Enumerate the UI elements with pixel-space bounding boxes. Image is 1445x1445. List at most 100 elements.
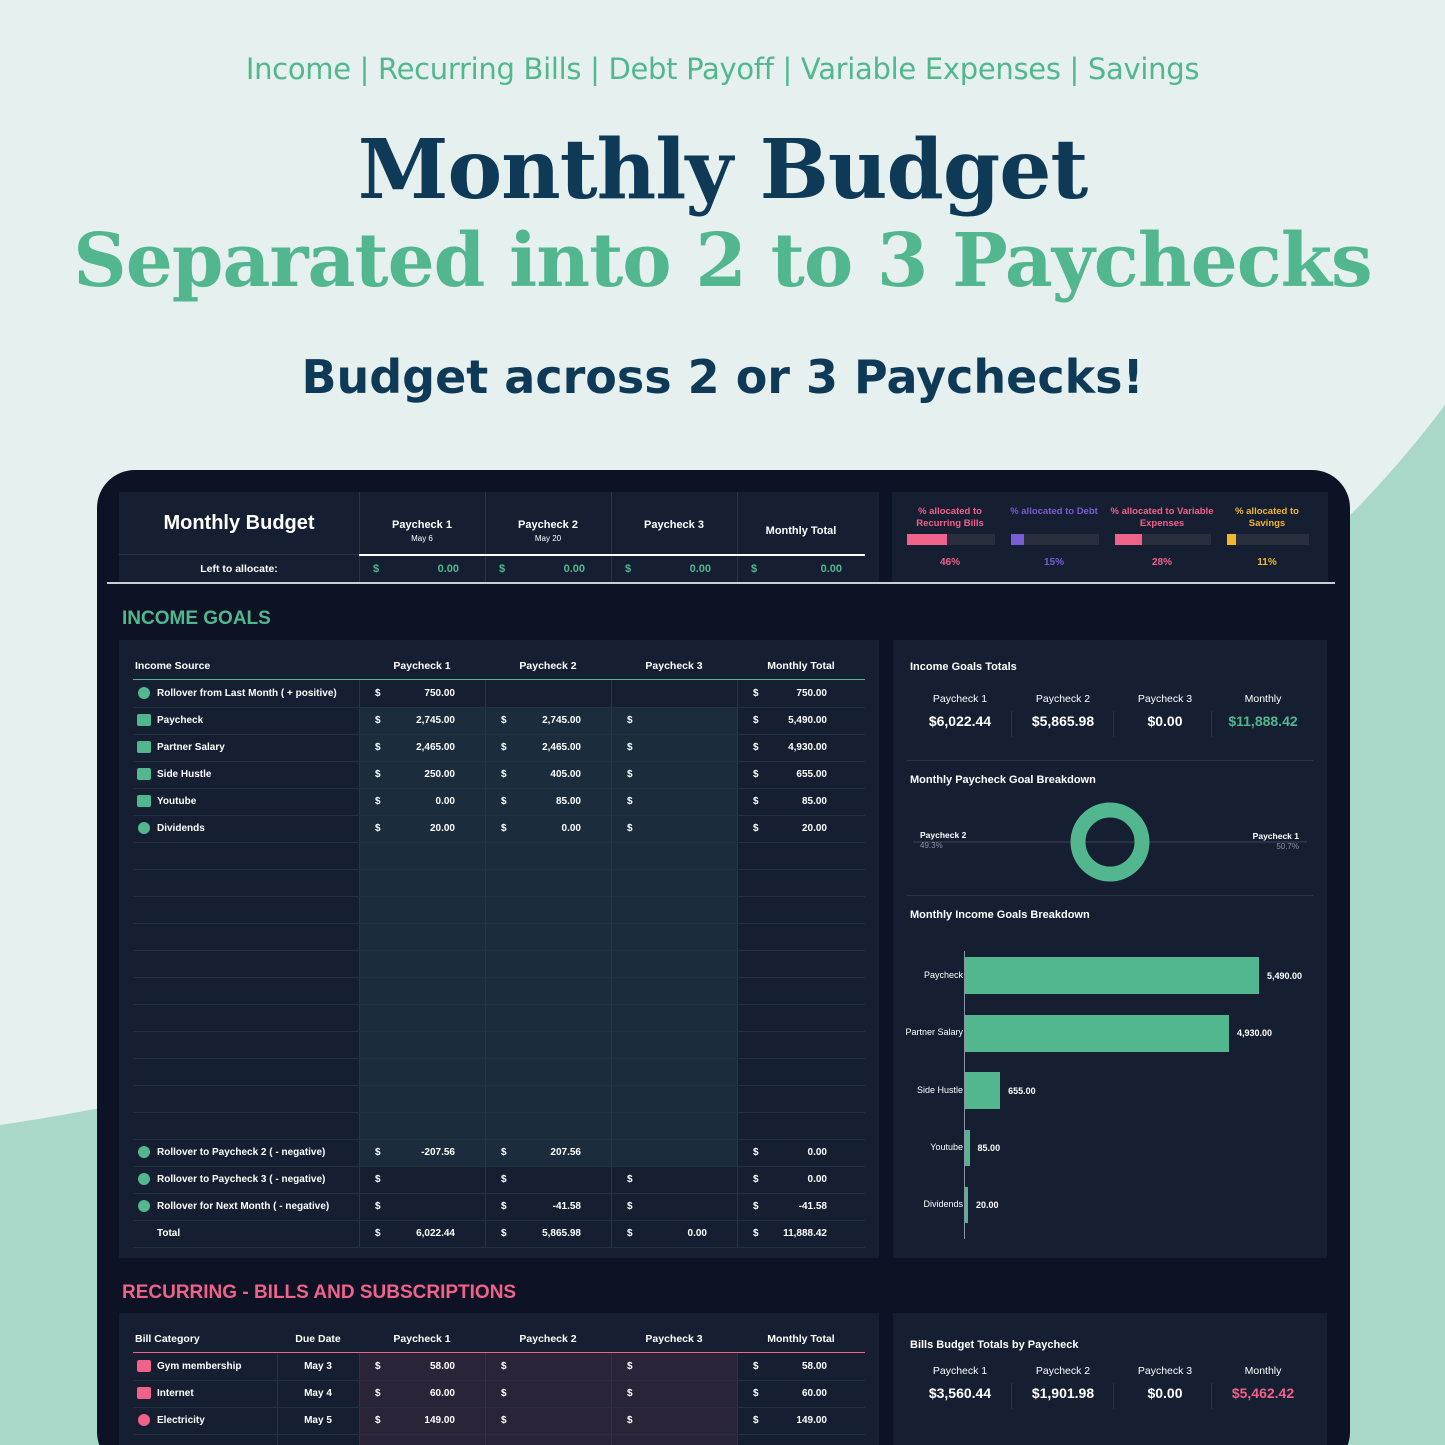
cell-value: 655.00 — [796, 769, 827, 780]
rollover-icon — [138, 1200, 150, 1212]
allocation-percent: 11% — [1257, 557, 1277, 568]
income-column-header: Paycheck 2 — [519, 660, 577, 672]
left-currency: $ — [499, 563, 506, 575]
cash-icon — [137, 714, 151, 726]
cell-value: 2,745.00 — [542, 715, 581, 726]
bill-label: Internet — [157, 1388, 194, 1399]
totals-value: $1,901.98 — [1031, 1385, 1095, 1401]
bill-due-date: May 5 — [304, 1415, 332, 1426]
allocation-progress-bar — [907, 534, 995, 545]
bar-chart-axis — [964, 951, 965, 1239]
currency-symbol: $ — [501, 796, 507, 807]
header-underline — [133, 679, 865, 680]
row-divider — [133, 761, 865, 762]
left-currency: $ — [373, 563, 380, 575]
bar-mark — [965, 957, 1259, 994]
currency-symbol: $ — [375, 769, 381, 780]
cell-value: 60.00 — [801, 1388, 827, 1399]
currency-symbol: $ — [753, 1228, 759, 1239]
allocation-progress-fill — [907, 534, 948, 545]
currency-symbol: $ — [627, 796, 633, 807]
cell-value: 0.00 — [807, 1147, 827, 1158]
row-divider — [133, 1247, 865, 1248]
row-label: Total — [157, 1228, 181, 1239]
currency-symbol: $ — [753, 1388, 759, 1399]
bill-label: Electricity — [157, 1415, 205, 1426]
currency-symbol: $ — [753, 769, 759, 780]
cell-value: 250.00 — [424, 769, 455, 780]
cell-value: 0.00 — [687, 1228, 707, 1239]
cell-value: 750.00 — [796, 688, 827, 699]
left-to-allocate-value: 0.00 — [563, 563, 585, 575]
totals-divider — [1211, 1383, 1212, 1409]
paycheck-donut-chart — [913, 802, 1307, 882]
allocation-panel: % allocated to Recurring Bills 46% % alloc… — [892, 492, 1328, 582]
paycheck2-header: Paycheck 2 — [518, 519, 578, 531]
row-divider — [133, 923, 865, 924]
donut-left-pct: 49.3% — [920, 841, 943, 850]
bar-category-label: Partner Salary — [905, 1027, 963, 1037]
cell-value: 0.00 — [807, 1174, 827, 1185]
totals-column-header: Monthly — [1244, 1365, 1282, 1377]
currency-symbol: $ — [375, 1228, 381, 1239]
row-divider — [133, 977, 865, 978]
currency-symbol: $ — [501, 1361, 507, 1372]
currency-symbol: $ — [627, 823, 633, 834]
bar-mark — [965, 1014, 1229, 1052]
totals-value: $6,022.44 — [928, 713, 992, 729]
bills-column-header: Bill Category — [135, 1333, 200, 1345]
currency-symbol: $ — [375, 1361, 381, 1372]
row-divider — [133, 896, 865, 897]
cell-value: 2,465.00 — [542, 742, 581, 753]
currency-symbol: $ — [627, 769, 633, 780]
currency-symbol: $ — [501, 715, 507, 726]
row-label: Side Hustle — [157, 769, 212, 780]
totals-divider — [1113, 711, 1114, 737]
currency-symbol: $ — [753, 823, 759, 834]
currency-symbol: $ — [753, 1147, 759, 1158]
row-divider — [133, 1058, 865, 1059]
bar-value-label: 20.00 — [976, 1200, 999, 1210]
bar-mark — [965, 1187, 968, 1223]
income-section-title: INCOME GOALS — [122, 608, 271, 629]
bar-category-label: Side Hustle — [916, 1084, 963, 1095]
totals-value: $0.00 — [1147, 713, 1183, 729]
bills-totals-title: Bills Budget Totals by Paycheck — [910, 1339, 1079, 1351]
cell-value: 6,022.44 — [416, 1228, 455, 1239]
left-to-allocate-value: 0.00 — [689, 563, 711, 575]
promo-subtitle: Budget across 2 or 3 Paychecks! — [301, 350, 1144, 404]
currency-symbol: $ — [501, 1174, 507, 1185]
row-label: Dividends — [157, 823, 205, 834]
cell-value: 4,930.00 — [788, 742, 827, 753]
currency-symbol: $ — [375, 823, 381, 834]
column-divider — [485, 680, 486, 1247]
totals-value: $3,560.44 — [928, 1385, 992, 1401]
allocation-label: % allocated to Savings — [1235, 506, 1299, 529]
wifi-icon — [137, 1387, 151, 1399]
bar-value-label: 4,930.00 — [1237, 1028, 1273, 1038]
bar-category-label: Youtube — [930, 1141, 963, 1152]
allocation-percent: 15% — [1043, 557, 1064, 568]
currency-symbol: $ — [627, 715, 633, 726]
currency-symbol: $ — [375, 1388, 381, 1399]
income-column-header: Monthly Total — [767, 660, 835, 672]
cell-value: 85.00 — [555, 796, 581, 807]
income-totals-title: Income Goals Totals — [910, 661, 1017, 673]
cell-value: 149.00 — [796, 1415, 827, 1426]
rollover-icon — [138, 687, 150, 699]
column-divider — [737, 680, 738, 1247]
donut-right-label: Paycheck 1 — [1252, 831, 1299, 841]
allocation-progress-bar — [1115, 534, 1211, 545]
money-icon — [137, 768, 151, 780]
totals-column-header: Paycheck 3 — [1137, 1365, 1193, 1377]
cell-value: -41.58 — [798, 1201, 827, 1212]
currency-symbol: $ — [375, 1415, 381, 1426]
row-divider — [133, 815, 865, 816]
totals-divider — [1113, 1383, 1114, 1409]
allocation-progress-fill — [1011, 534, 1025, 545]
row-divider — [133, 1220, 865, 1221]
bar-mark — [965, 1072, 1001, 1109]
allocation-label: % allocated to Variable Expenses — [1110, 506, 1214, 529]
currency-symbol: $ — [375, 742, 381, 753]
totals-divider — [1011, 1383, 1012, 1409]
